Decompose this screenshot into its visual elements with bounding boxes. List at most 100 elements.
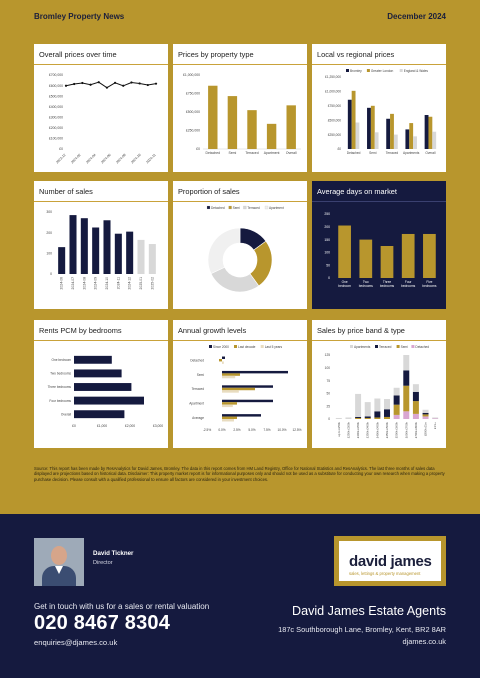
x-tick-label: £3,000 [153, 424, 163, 428]
data-point [97, 81, 100, 84]
bar [409, 123, 414, 149]
bar [222, 416, 237, 420]
email-link[interactable]: enquiries@djames.co.uk [34, 638, 118, 647]
bar-segment [374, 417, 381, 419]
y-tick-label: 100 [325, 366, 331, 370]
y-tick-label: £500,000 [49, 94, 63, 98]
bar-segment [393, 414, 400, 419]
x-tick-label: Apartments [403, 151, 420, 155]
bar-segment [335, 417, 342, 419]
proportion-of-sales-chart: Detached Semi Terraced Apartment [206, 205, 284, 293]
bar-segment [355, 416, 362, 418]
x-tick-label: £250k-£300k [346, 421, 350, 438]
y-tick-label: £200,000 [49, 126, 63, 130]
legend-swatch [209, 345, 212, 348]
y-tick-label: £1,000,000 [183, 73, 200, 77]
bar [359, 239, 373, 278]
bar [338, 225, 351, 278]
bar [222, 419, 234, 422]
rents-pcm-chart: One bedroom Two bedrooms Three bedrooms Fou… [48, 355, 163, 428]
y-tick-label: Detached [190, 358, 204, 362]
data-point [89, 83, 92, 86]
bar-segment [345, 417, 352, 419]
local-vs-regional-chart: Bromley Greater London England & Wales £1,2… [325, 69, 437, 155]
x-tick-label: 7.5% [263, 428, 270, 432]
bar [219, 358, 222, 362]
bar-segment [432, 418, 439, 419]
source-disclaimer: Source: This report has been made by Res… [34, 466, 445, 482]
bar [92, 227, 100, 274]
y-tick-label: £300,000 [49, 115, 63, 119]
x-tick-label: 2024-10 [105, 277, 109, 290]
bar [432, 131, 437, 149]
bar [386, 118, 391, 149]
data-point [81, 81, 84, 85]
legend-swatch [228, 205, 232, 210]
legend-label: Greater London [371, 69, 394, 73]
x-tick-label: 10.0% [277, 428, 286, 432]
bar [351, 90, 356, 149]
bar [390, 113, 394, 149]
bar [137, 239, 145, 274]
card-title: Annual growth levels [178, 326, 247, 335]
card-annual-growth: Annual growth levels Since 2000 Last deca… [173, 320, 307, 448]
y-tick-label: £750,000 [328, 104, 342, 108]
x-tick-label: £600k-£700k [404, 421, 408, 438]
card-title: Number of sales [39, 187, 93, 196]
y-tick-label: Three bedrooms [48, 385, 72, 389]
bar-segment [364, 416, 371, 418]
y-tick-label: Two bedrooms [50, 372, 71, 376]
card-local-vs-regional: Local vs regional prices Bromley Greater … [312, 44, 446, 172]
data-point [122, 84, 125, 87]
sales-by-price-band-chart: Apartments Terraced Semi Detached 125 100 75 50… [325, 345, 439, 438]
data-point [130, 81, 133, 84]
legend-swatch [243, 205, 247, 210]
bar [74, 369, 122, 378]
y-tick-label: 0 [50, 272, 52, 276]
bar [405, 129, 410, 149]
legend-label: Last decade [238, 345, 256, 349]
legend-label: Semi [401, 345, 409, 349]
y-tick-label: £100,000 [49, 137, 63, 141]
legend-label: Terraced [247, 206, 260, 210]
y-tick-label: 200 [46, 231, 52, 235]
bar [428, 116, 433, 149]
y-tick-label: 250 [324, 212, 330, 216]
x-tick-label: 2024-11 [116, 277, 120, 289]
bar [247, 110, 257, 149]
card-days-on-market: Average days on market 250 200 150 100 50 0 On… [312, 181, 446, 309]
y-tick-label: One bedroom [52, 358, 72, 362]
y-tick-label: 50 [326, 263, 330, 267]
bar [222, 402, 237, 405]
y-tick-label: Average [192, 416, 204, 420]
card-number-of-sales: Number of sales 300 200 100 0 2024-06 2024-07… [34, 181, 168, 309]
prices-by-type-chart: £1,000,000 £750,000 £500,000 £250,000 £0 Deta… [183, 73, 301, 155]
bar [367, 107, 371, 149]
card-title: Rents PCM by bedrooms [39, 326, 122, 335]
bar [222, 375, 236, 379]
x-tick-label: 2.5% [233, 428, 240, 432]
x-tick-label: Overall [286, 151, 297, 155]
data-point [105, 86, 109, 89]
bar [424, 115, 429, 149]
x-tick-label: 0.0% [218, 428, 225, 432]
company-logo: david james sales, lettings & property m… [334, 536, 446, 586]
legend-swatch [264, 205, 269, 210]
x-tick-label: £1,000 [97, 424, 107, 428]
website-link[interactable]: djames.co.uk [402, 637, 446, 646]
bar [208, 85, 218, 149]
card-title: Local vs regional prices [317, 50, 395, 59]
phone-number[interactable]: 020 8467 8304 [34, 612, 171, 634]
y-tick-label: Terraced [192, 387, 205, 391]
bar [222, 361, 224, 364]
bar-segment [412, 413, 419, 419]
x-tick-label: £1m+ [433, 422, 437, 429]
y-tick-label: £750,000 [186, 92, 200, 96]
x-tick-label: 5.0% [248, 428, 255, 432]
legend-swatch [396, 345, 400, 348]
bar-segment [364, 402, 371, 417]
x-tick-label: Detached [347, 151, 361, 155]
bar [393, 134, 398, 149]
bar [222, 414, 261, 417]
x-tick-label: -2.5% [203, 428, 211, 432]
